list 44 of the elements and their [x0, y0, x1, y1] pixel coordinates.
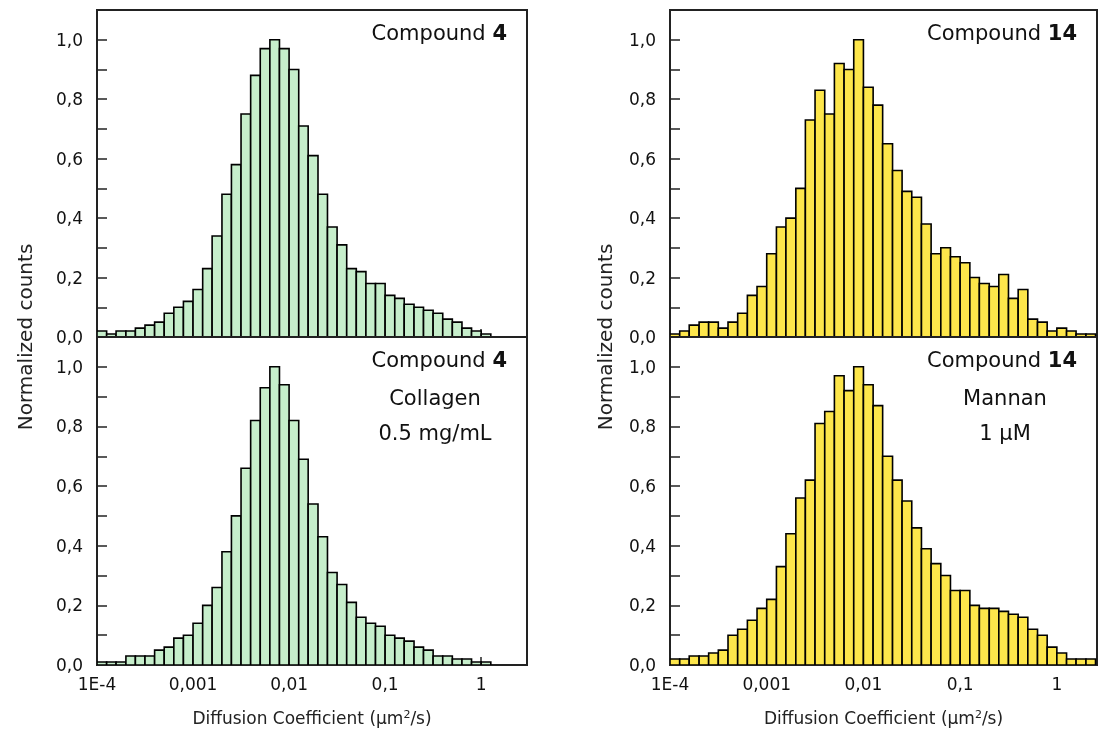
text: Compound 4 — [371, 21, 507, 45]
text: Compound 14 — [927, 21, 1077, 45]
text: Compound 14 — [927, 348, 1077, 372]
y-tick-label: 0,8 — [55, 89, 83, 110]
y-tick-label: 0,2 — [55, 267, 83, 288]
x-tick-label: 1E-4 — [77, 673, 117, 694]
x-tick-label: 0,1 — [371, 673, 399, 694]
y-tick-label: 0,2 — [628, 595, 656, 616]
y-tick-label: 0,6 — [628, 148, 656, 169]
y-tick-label: 0,0 — [628, 655, 656, 675]
x-tick-label: 1 — [1051, 673, 1063, 694]
y-tick-label: 1,0 — [628, 29, 656, 50]
x-tick-label: 0,001 — [742, 673, 792, 694]
y-tick-label: 0,8 — [628, 89, 656, 110]
y-tick-label: 1,0 — [55, 29, 83, 50]
y-tick-label: 1,0 — [628, 356, 656, 377]
y-tick-label: 0,0 — [55, 327, 83, 347]
text: Compound 4 — [371, 348, 507, 372]
y-tick-label: 0,0 — [628, 327, 656, 347]
y-tick-label: 0,6 — [55, 476, 83, 497]
annotation: Mannan — [963, 386, 1047, 410]
y-axis-title: Normalized counts — [13, 243, 37, 431]
y-tick-label: 0,4 — [628, 208, 656, 229]
annotation: 0.5 mg/mL — [378, 421, 492, 445]
y-tick-label: 1,0 — [55, 356, 83, 377]
x-tick-label: 1 — [475, 673, 487, 694]
y-tick-label: 0,8 — [628, 416, 656, 437]
annotation: 1 μM — [979, 421, 1031, 445]
y-tick-label: 0,2 — [55, 595, 83, 616]
x-tick-label: 0,1 — [946, 673, 974, 694]
x-tick-label: 0,01 — [270, 673, 309, 694]
y-tick-label: 0,4 — [55, 535, 83, 556]
x-tick-label: 0,01 — [844, 673, 883, 694]
y-tick-label: 0,0 — [55, 655, 83, 675]
y-tick-label: 0,8 — [55, 416, 83, 437]
y-tick-label: 0,2 — [628, 267, 656, 288]
annotation: Collagen — [389, 386, 481, 410]
y-axis-title: Normalized counts — [593, 243, 617, 431]
y-tick-label: 0,6 — [628, 476, 656, 497]
y-tick-label: 0,4 — [628, 535, 656, 556]
x-tick-label: 0,001 — [168, 673, 218, 694]
y-tick-label: 0,4 — [55, 208, 83, 229]
y-tick-label: 0,6 — [55, 148, 83, 169]
x-tick-label: 1E-4 — [650, 673, 690, 694]
